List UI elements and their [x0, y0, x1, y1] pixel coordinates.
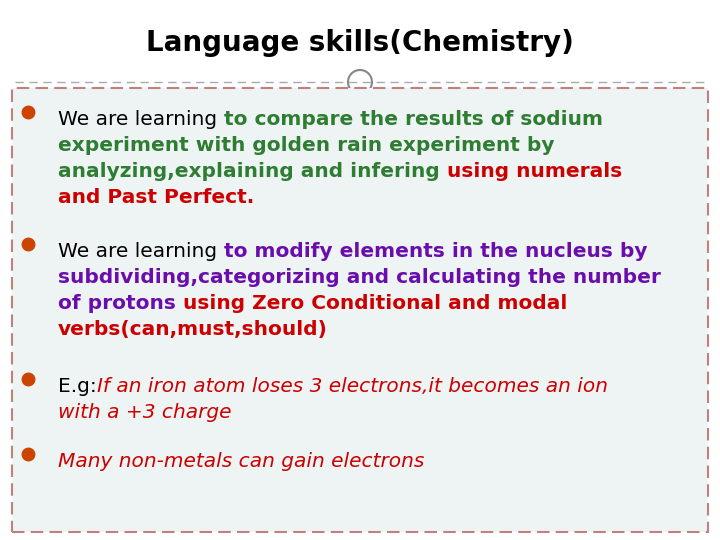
Text: If an iron atom loses 3 electrons,it becomes an ion: If an iron atom loses 3 electrons,it bec…: [96, 377, 608, 396]
Text: to modify elements in the nucleus by: to modify elements in the nucleus by: [223, 242, 647, 261]
Text: and Past Perfect.: and Past Perfect.: [58, 188, 254, 207]
Text: experiment with golden rain experiment by: experiment with golden rain experiment b…: [58, 136, 554, 155]
Text: We are learning: We are learning: [58, 110, 223, 129]
Text: We are learning: We are learning: [58, 242, 223, 261]
Text: using Zero Conditional and modal: using Zero Conditional and modal: [183, 294, 567, 313]
Text: of protons: of protons: [58, 294, 183, 313]
FancyBboxPatch shape: [8, 8, 712, 80]
Text: to compare the results of sodium: to compare the results of sodium: [223, 110, 603, 129]
Text: verbs(can,must,should): verbs(can,must,should): [58, 320, 328, 339]
Text: E.g:: E.g:: [58, 377, 96, 396]
Text: Language skills(Chemistry): Language skills(Chemistry): [146, 29, 574, 57]
Text: subdividing,categorizing and calculating the number: subdividing,categorizing and calculating…: [58, 268, 661, 287]
FancyBboxPatch shape: [12, 88, 708, 532]
Text: with a +3 charge: with a +3 charge: [58, 403, 232, 422]
Text: analyzing,explaining and infering: analyzing,explaining and infering: [58, 162, 446, 181]
Text: using numerals: using numerals: [446, 162, 622, 181]
Text: Many non-metals can gain electrons: Many non-metals can gain electrons: [58, 452, 424, 471]
